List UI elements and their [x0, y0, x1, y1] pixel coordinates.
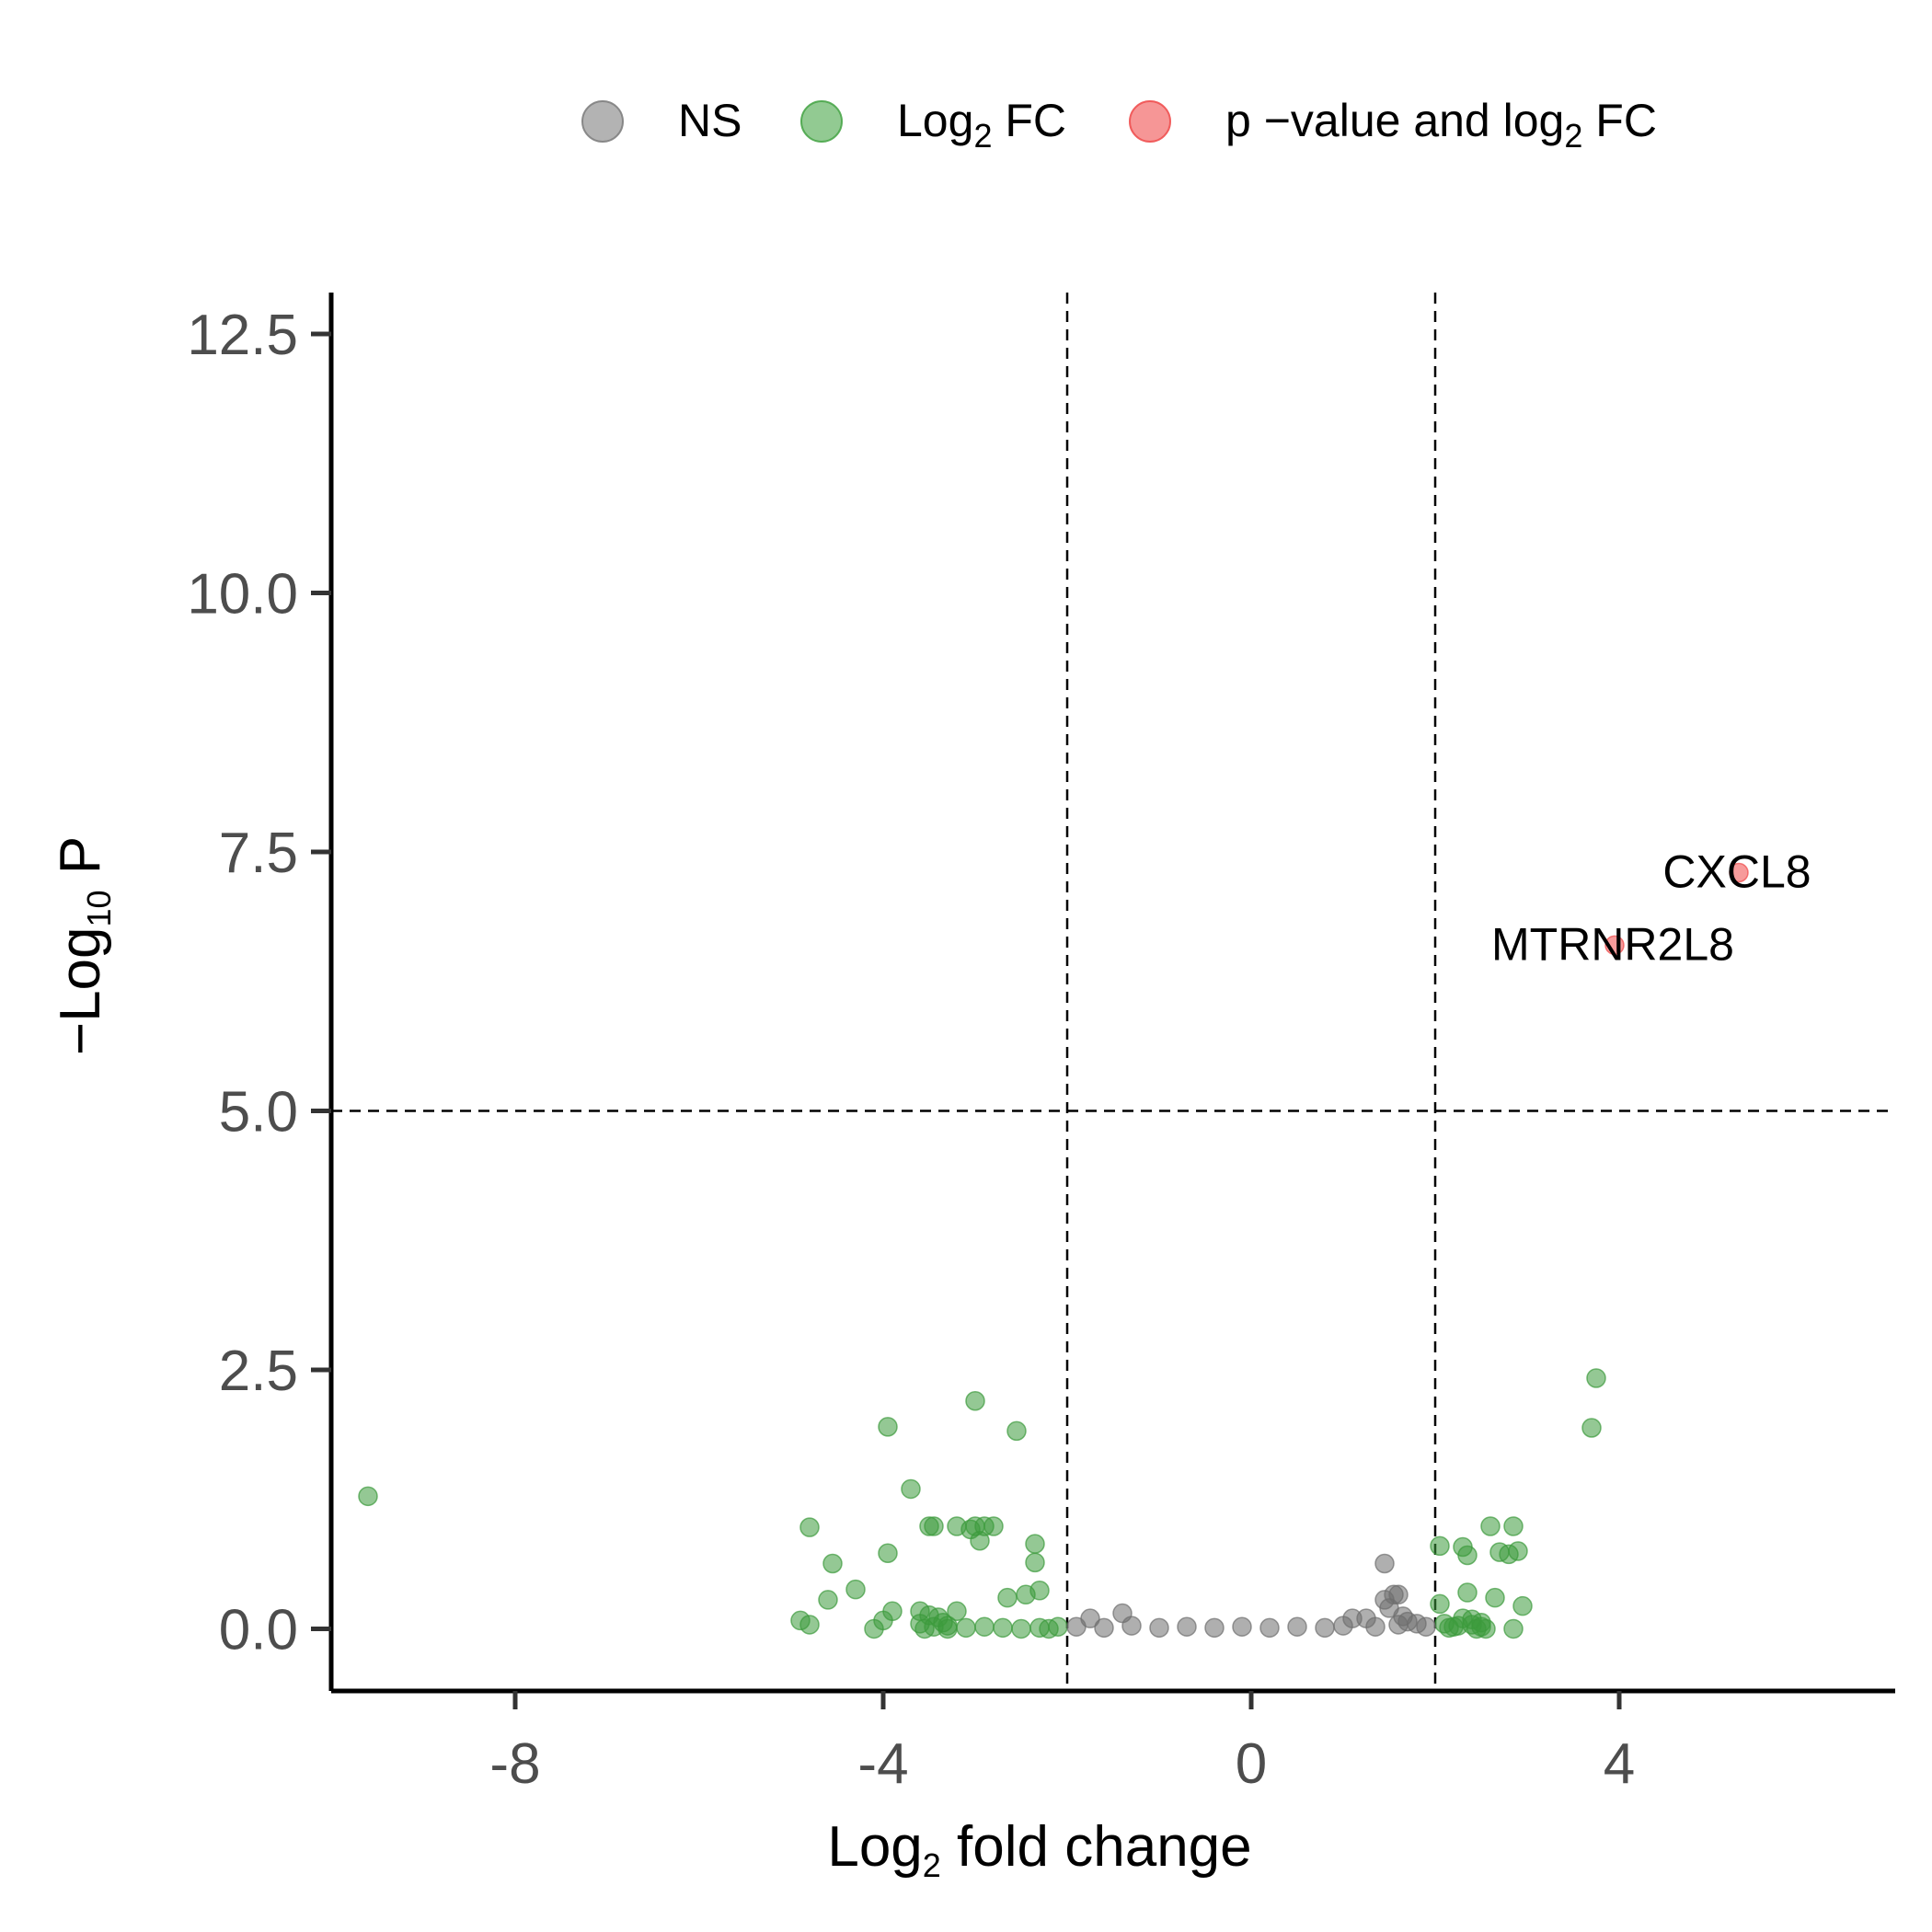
gene-label: CXCL8 — [1662, 846, 1811, 898]
data-point-fc — [1025, 1534, 1045, 1554]
data-point-ns — [1232, 1616, 1252, 1637]
y-tick-label: 10.0 — [187, 563, 298, 627]
data-point-both — [1604, 935, 1625, 956]
data-point-fc — [1485, 1587, 1505, 1608]
data-point-fc — [799, 1517, 820, 1537]
data-point-ns — [1365, 1616, 1386, 1637]
data-point-ns — [1287, 1616, 1307, 1637]
data-point-ns — [1388, 1615, 1409, 1635]
y-axis-title: −Log10 P — [49, 836, 118, 1055]
data-point-fc — [1480, 1516, 1501, 1536]
data-point-fc — [358, 1486, 378, 1507]
data-point-fc — [882, 1601, 903, 1622]
data-point-ns — [1374, 1553, 1395, 1574]
axes — [328, 293, 1895, 1694]
data-point-fc — [1029, 1617, 1050, 1639]
legend-label-ns: NS — [678, 95, 742, 146]
data-point-fc — [1581, 1418, 1602, 1438]
data-point-ns — [1388, 1584, 1409, 1605]
data-point-fc — [993, 1617, 1013, 1639]
data-point-fc — [924, 1516, 944, 1536]
data-point-fc — [910, 1614, 930, 1634]
data-point-fc — [1508, 1541, 1528, 1561]
data-point-ns — [1259, 1617, 1280, 1639]
data-point-fc — [1512, 1595, 1533, 1616]
data-point-ns — [1121, 1616, 1142, 1636]
data-point-fc — [997, 1587, 1018, 1608]
data-point-fc — [1011, 1618, 1031, 1639]
data-point-fc — [1457, 1582, 1478, 1603]
y-tick-label: 2.5 — [219, 1340, 298, 1403]
x-tick-label: 4 — [1604, 1732, 1635, 1796]
data-point-ns — [1204, 1617, 1225, 1639]
data-point-fc — [1457, 1545, 1478, 1566]
data-point-ns — [1094, 1617, 1114, 1639]
legend-key-fc — [800, 100, 843, 143]
data-point-fc — [1006, 1420, 1027, 1442]
data-point-ns — [1315, 1617, 1335, 1639]
cutoff-lines — [331, 293, 1895, 1691]
data-point-ns — [1177, 1616, 1197, 1637]
x-tick-label: -4 — [857, 1732, 908, 1796]
data-point-fc — [818, 1590, 838, 1610]
data-point-fc — [1029, 1581, 1050, 1601]
data-point-fc — [974, 1616, 995, 1637]
gene-label: MTRNR2L8 — [1491, 918, 1734, 970]
legend-key-ns — [581, 100, 624, 143]
x-tick-label: 0 — [1236, 1732, 1267, 1796]
y-axis-ticks: 0.0 2.5 5.0 7.5 10.0 12.5 — [187, 304, 331, 1662]
data-point-ns — [1149, 1617, 1169, 1639]
data-point-fc — [1503, 1618, 1524, 1639]
data-point-ns — [1333, 1616, 1353, 1636]
data-point-fc — [1586, 1368, 1606, 1388]
data-point-fc — [947, 1601, 967, 1622]
data-point-fc — [1048, 1616, 1068, 1637]
x-tick-label: -8 — [489, 1732, 540, 1796]
data-point-fc — [1471, 1616, 1491, 1637]
data-point-ns — [1416, 1616, 1436, 1637]
data-point-fc — [965, 1390, 985, 1411]
data-point-fc — [933, 1612, 953, 1633]
data-point-fc — [901, 1478, 921, 1500]
data-points — [358, 862, 1749, 1639]
y-tick-label: 7.5 — [219, 822, 298, 885]
data-point-fc — [956, 1617, 976, 1639]
data-point-fc — [878, 1543, 898, 1564]
legend-label-fc: Log2 FC — [897, 95, 1066, 155]
data-point-fc — [983, 1516, 1004, 1536]
y-tick-label: 5.0 — [219, 1080, 298, 1144]
data-point-fc — [1430, 1593, 1450, 1615]
data-point-both — [1729, 862, 1749, 883]
legend-label-both: p −value and log2 FC — [1225, 95, 1657, 155]
data-point-fc — [1430, 1535, 1450, 1557]
data-point-fc — [799, 1615, 820, 1635]
x-axis-title: Log2 fold change — [827, 1815, 1251, 1884]
x-axis-ticks: -8 -4 0 4 — [489, 1691, 1635, 1796]
y-tick-label: 12.5 — [187, 304, 298, 367]
gene-labels: CXCL8 MTRNR2L8 — [1491, 846, 1811, 971]
data-point-ns — [1066, 1616, 1087, 1637]
y-tick-label: 0.0 — [219, 1598, 298, 1662]
legend: NS Log2 FC p −value and log2 FC — [581, 95, 1657, 155]
data-point-fc — [1025, 1552, 1045, 1573]
data-point-fc — [878, 1417, 898, 1437]
data-point-fc — [845, 1579, 866, 1600]
data-point-fc — [822, 1553, 843, 1574]
legend-key-both — [1129, 100, 1171, 143]
data-point-fc — [1503, 1516, 1524, 1536]
